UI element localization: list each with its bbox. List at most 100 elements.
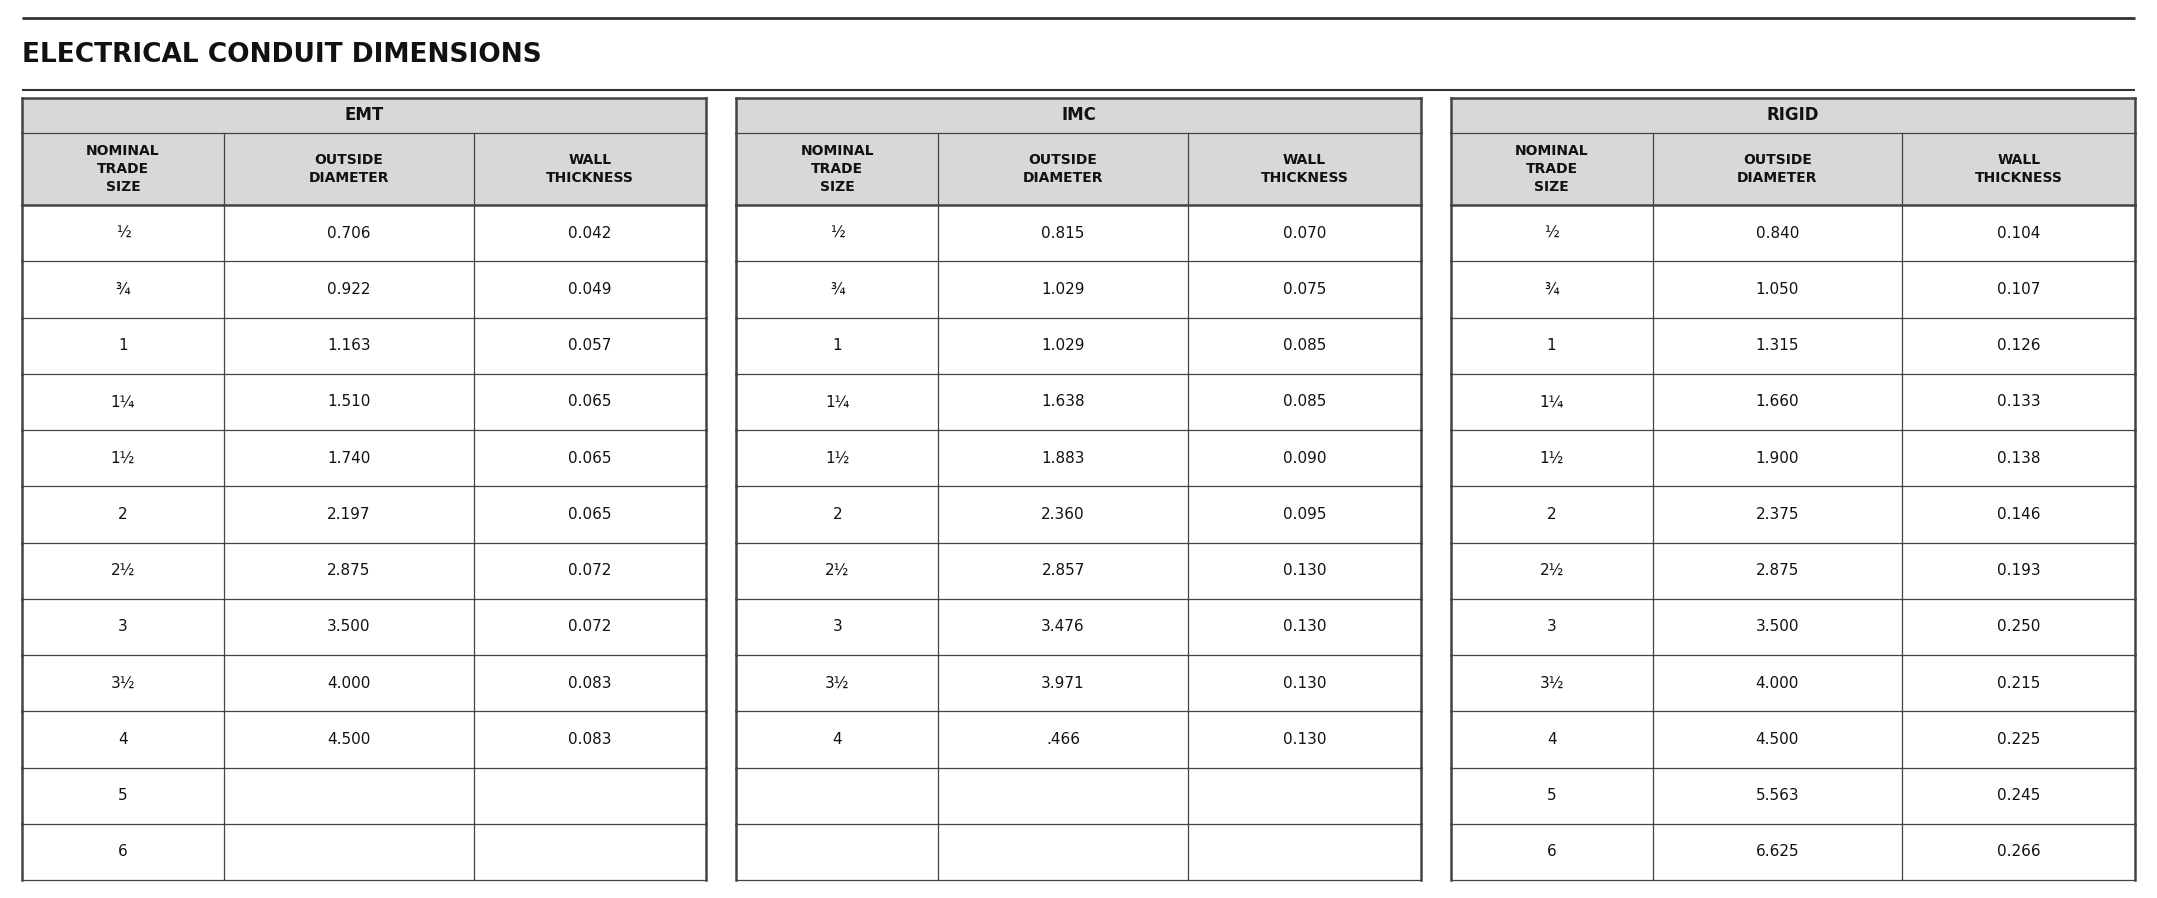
Text: 0.146: 0.146 bbox=[1997, 506, 2041, 522]
Bar bbox=[736, 599, 1421, 655]
Text: NOMINAL
TRADE
SIZE: NOMINAL TRADE SIZE bbox=[1514, 144, 1588, 194]
Text: 6: 6 bbox=[119, 844, 127, 859]
Text: ½: ½ bbox=[830, 225, 846, 241]
Bar bbox=[1452, 655, 2135, 711]
Text: NOMINAL
TRADE
SIZE: NOMINAL TRADE SIZE bbox=[800, 144, 874, 194]
Text: 0.130: 0.130 bbox=[1283, 675, 1327, 691]
Bar bbox=[736, 486, 1421, 542]
Text: 3½: 3½ bbox=[824, 675, 850, 691]
Text: 0.085: 0.085 bbox=[1283, 394, 1327, 409]
Text: OUTSIDE
DIAMETER: OUTSIDE DIAMETER bbox=[1736, 153, 1818, 185]
Bar bbox=[1452, 318, 2135, 374]
Text: 4.500: 4.500 bbox=[1756, 732, 1799, 747]
Bar bbox=[22, 261, 705, 318]
Text: 0.065: 0.065 bbox=[567, 506, 613, 522]
Text: WALL
THICKNESS: WALL THICKNESS bbox=[1974, 153, 2062, 185]
Text: 2.857: 2.857 bbox=[1042, 563, 1085, 578]
Text: ¾: ¾ bbox=[1544, 282, 1560, 297]
Text: 0.266: 0.266 bbox=[1997, 844, 2041, 859]
Text: IMC: IMC bbox=[1061, 107, 1096, 125]
Text: 1.510: 1.510 bbox=[328, 394, 371, 409]
Text: 1: 1 bbox=[119, 339, 127, 353]
Text: ¾: ¾ bbox=[116, 282, 129, 297]
Text: 3.500: 3.500 bbox=[1756, 620, 1799, 634]
Text: 3½: 3½ bbox=[1540, 675, 1564, 691]
Text: 1½: 1½ bbox=[110, 451, 136, 466]
Text: 0.133: 0.133 bbox=[1997, 394, 2041, 409]
Text: WALL
THICKNESS: WALL THICKNESS bbox=[1260, 153, 1348, 185]
Bar bbox=[22, 133, 705, 205]
Text: 1¼: 1¼ bbox=[1540, 394, 1564, 409]
Bar bbox=[736, 133, 1421, 205]
Text: OUTSIDE
DIAMETER: OUTSIDE DIAMETER bbox=[1022, 153, 1104, 185]
Text: 4.500: 4.500 bbox=[328, 732, 371, 747]
Text: 0.250: 0.250 bbox=[1997, 620, 2041, 634]
Text: 6.625: 6.625 bbox=[1756, 844, 1799, 859]
Text: ELECTRICAL CONDUIT DIMENSIONS: ELECTRICAL CONDUIT DIMENSIONS bbox=[22, 42, 541, 68]
Text: 2: 2 bbox=[833, 506, 841, 522]
Text: 0.057: 0.057 bbox=[567, 339, 613, 353]
Text: OUTSIDE
DIAMETER: OUTSIDE DIAMETER bbox=[308, 153, 388, 185]
Text: 1.638: 1.638 bbox=[1042, 394, 1085, 409]
Bar bbox=[1452, 486, 2135, 542]
Text: 0.706: 0.706 bbox=[328, 225, 371, 241]
Text: 0.138: 0.138 bbox=[1997, 451, 2041, 466]
Bar bbox=[1452, 133, 2135, 205]
Bar bbox=[1452, 711, 2135, 768]
Text: 1.900: 1.900 bbox=[1756, 451, 1799, 466]
Bar bbox=[736, 261, 1421, 318]
Bar bbox=[1452, 599, 2135, 655]
Bar bbox=[736, 768, 1421, 823]
Text: 6: 6 bbox=[1547, 844, 1557, 859]
Text: 0.245: 0.245 bbox=[1997, 788, 2041, 803]
Text: ¾: ¾ bbox=[830, 282, 846, 297]
Text: ½: ½ bbox=[116, 225, 129, 241]
Text: 1¼: 1¼ bbox=[110, 394, 136, 409]
Bar bbox=[736, 98, 1421, 133]
Bar bbox=[736, 318, 1421, 374]
Text: 4: 4 bbox=[833, 732, 841, 747]
Text: 0.070: 0.070 bbox=[1283, 225, 1327, 241]
Text: 0.065: 0.065 bbox=[567, 394, 613, 409]
Text: 0.042: 0.042 bbox=[567, 225, 613, 241]
Text: 0.049: 0.049 bbox=[567, 282, 613, 297]
Bar bbox=[22, 542, 705, 599]
Text: 0.085: 0.085 bbox=[1283, 339, 1327, 353]
Text: 0.130: 0.130 bbox=[1283, 732, 1327, 747]
Text: 1½: 1½ bbox=[826, 451, 850, 466]
Text: 4.000: 4.000 bbox=[328, 675, 371, 691]
Text: 3.971: 3.971 bbox=[1042, 675, 1085, 691]
Text: 1.660: 1.660 bbox=[1756, 394, 1799, 409]
Text: 1¼: 1¼ bbox=[826, 394, 850, 409]
Text: 1.883: 1.883 bbox=[1042, 451, 1085, 466]
Text: 1.740: 1.740 bbox=[328, 451, 371, 466]
Bar bbox=[22, 430, 705, 486]
Text: 2.375: 2.375 bbox=[1756, 506, 1799, 522]
Text: NOMINAL
TRADE
SIZE: NOMINAL TRADE SIZE bbox=[86, 144, 160, 194]
Text: 0.225: 0.225 bbox=[1997, 732, 2041, 747]
Text: 0.130: 0.130 bbox=[1283, 563, 1327, 578]
Text: 1.315: 1.315 bbox=[1756, 339, 1799, 353]
Text: 2.197: 2.197 bbox=[328, 506, 371, 522]
Text: 0.193: 0.193 bbox=[1997, 563, 2041, 578]
Text: 1½: 1½ bbox=[1540, 451, 1564, 466]
Bar bbox=[1452, 261, 2135, 318]
Bar bbox=[1452, 98, 2135, 133]
Text: WALL
THICKNESS: WALL THICKNESS bbox=[546, 153, 634, 185]
Text: 1.029: 1.029 bbox=[1042, 339, 1085, 353]
Bar bbox=[22, 374, 705, 430]
Bar bbox=[736, 711, 1421, 768]
Bar bbox=[22, 599, 705, 655]
Bar bbox=[22, 205, 705, 261]
Text: 3.500: 3.500 bbox=[328, 620, 371, 634]
Text: 1.050: 1.050 bbox=[1756, 282, 1799, 297]
Bar bbox=[736, 430, 1421, 486]
Text: 3: 3 bbox=[119, 620, 127, 634]
Text: 3½: 3½ bbox=[110, 675, 136, 691]
Text: 3: 3 bbox=[833, 620, 841, 634]
Text: 2½: 2½ bbox=[826, 563, 850, 578]
Text: 0.840: 0.840 bbox=[1756, 225, 1799, 241]
Text: ½: ½ bbox=[1544, 225, 1560, 241]
Text: 1: 1 bbox=[833, 339, 841, 353]
Text: 0.815: 0.815 bbox=[1042, 225, 1085, 241]
